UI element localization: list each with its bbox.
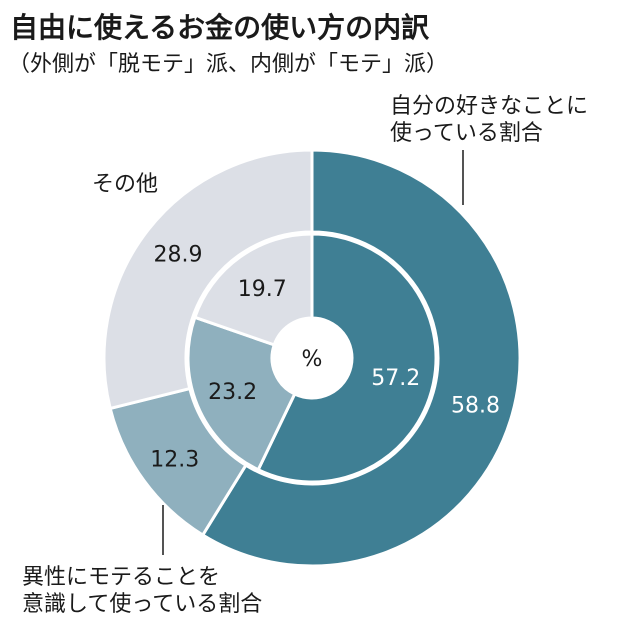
center-hole [272,318,352,398]
outer-ring-slices [102,148,522,568]
inner-value-attract: 23.2 [208,380,257,405]
outer-slice-own [200,148,522,568]
inner-value-other: 19.7 [238,277,287,302]
center-unit-label: % [302,347,323,372]
outer-value-attract: 12.3 [150,447,199,472]
label-own-line1: 自分の好きなことに [390,94,588,119]
chart-title: 自由に使えるお金の使い方の内訳 [10,11,430,44]
outer-slice-other [102,148,314,411]
outer-value-own: 58.8 [451,393,500,418]
outer-value-other: 28.9 [154,242,203,267]
label-attract-line2: 意識して使っている割合 [22,592,262,617]
chart-subtitle: （外側が「脱モテ」派、内側が「モテ」派） [8,52,449,77]
inner-value-own: 57.2 [371,366,420,391]
label-other: その他 [92,172,158,197]
value-labels: 58.8 12.3 28.9 57.2 23.2 19.7 [150,242,500,472]
label-own-line2: 使っている割合 [390,121,543,146]
label-attract-line1: 異性にモテることを [22,565,220,590]
